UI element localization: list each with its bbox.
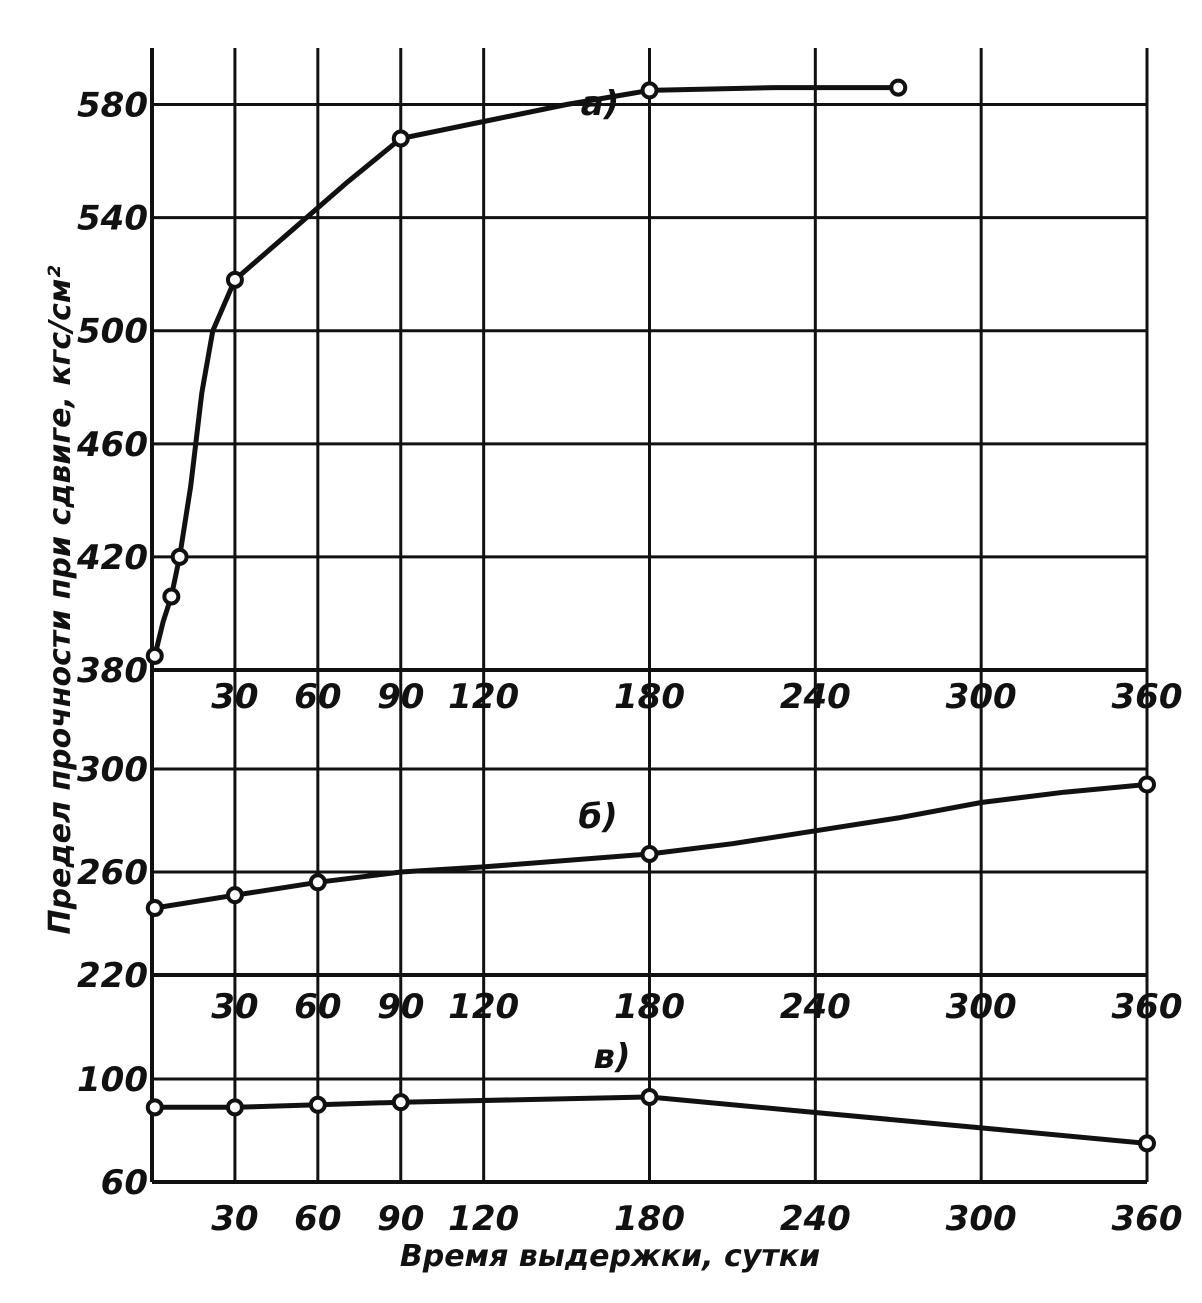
x-tick-label: 180 bbox=[614, 1199, 685, 1239]
y-tick-label: 260 bbox=[77, 853, 148, 893]
data-point bbox=[308, 1095, 327, 1114]
x-tick-label: 300 bbox=[946, 677, 1017, 717]
series-layer bbox=[145, 78, 1156, 1153]
x-tick-label: 30 bbox=[211, 677, 258, 717]
data-point bbox=[1138, 1134, 1156, 1153]
x-tick-label: 60 bbox=[294, 1199, 341, 1239]
x-tick-label: 240 bbox=[780, 1199, 851, 1239]
data-point bbox=[640, 1088, 659, 1107]
series-label: в) bbox=[593, 1037, 630, 1077]
x-axis-title: Время выдержки, сутки bbox=[400, 1239, 820, 1274]
x-tick-label: 360 bbox=[1112, 677, 1183, 717]
y-tick-label: 580 bbox=[77, 86, 148, 126]
series-label: а) bbox=[581, 84, 619, 124]
x-tick-label: 240 bbox=[780, 987, 851, 1027]
data-point bbox=[170, 547, 189, 566]
label-layer: 380 420 460 500 540 580 30 60 90 120 180 240 300 360 а… bbox=[76, 84, 1182, 1239]
data-point bbox=[145, 646, 164, 665]
x-tick-label: 30 bbox=[211, 1199, 258, 1239]
y-tick-label: 300 bbox=[77, 750, 148, 790]
x-tick-label: 360 bbox=[1112, 1199, 1183, 1239]
x-tick-label: 90 bbox=[377, 1199, 424, 1239]
y-tick-label: 380 bbox=[77, 651, 148, 691]
data-point bbox=[145, 1098, 164, 1117]
x-tick-label: 300 bbox=[946, 987, 1017, 1027]
y-tick-label: 420 bbox=[76, 538, 148, 578]
axis-layer bbox=[150, 48, 1147, 1184]
x-tick-label: 60 bbox=[294, 987, 341, 1027]
data-point bbox=[391, 129, 410, 148]
data-point bbox=[225, 886, 244, 905]
x-tick-label: 240 bbox=[780, 677, 851, 717]
data-point bbox=[1138, 775, 1156, 794]
x-tick-label: 180 bbox=[614, 677, 685, 717]
x-tick-label: 120 bbox=[448, 677, 519, 717]
y-tick-label: 540 bbox=[77, 199, 148, 239]
data-point bbox=[225, 270, 244, 289]
x-tick-label: 90 bbox=[377, 987, 424, 1027]
data-point bbox=[889, 78, 908, 97]
series-line bbox=[152, 1094, 1150, 1146]
series-line bbox=[152, 85, 901, 659]
y-tick-label: 220 bbox=[77, 956, 148, 996]
data-point bbox=[640, 844, 659, 863]
data-point bbox=[145, 899, 164, 918]
series-line bbox=[152, 782, 1150, 911]
x-tick-label: 120 bbox=[448, 1199, 519, 1239]
data-point bbox=[640, 81, 659, 100]
series-label: б) bbox=[578, 797, 617, 837]
y-tick-label: 100 bbox=[77, 1060, 148, 1100]
x-tick-label: 90 bbox=[377, 677, 424, 717]
x-tick-label: 120 bbox=[448, 987, 519, 1027]
data-point bbox=[308, 873, 327, 892]
y-tick-label: 60 bbox=[101, 1163, 148, 1203]
data-point bbox=[162, 587, 181, 606]
y-tick-label: 500 bbox=[77, 312, 148, 352]
x-tick-label: 300 bbox=[946, 1199, 1017, 1239]
x-tick-label: 30 bbox=[211, 987, 258, 1027]
x-tick-label: 180 bbox=[614, 987, 685, 1027]
x-tick-label: 360 bbox=[1112, 987, 1183, 1027]
data-point bbox=[225, 1098, 244, 1117]
y-axis-title: Предел прочности при сдвиге, кгс/см² bbox=[43, 265, 78, 934]
y-tick-label: 460 bbox=[76, 425, 148, 465]
x-tick-label: 60 bbox=[294, 677, 341, 717]
data-point bbox=[391, 1093, 410, 1112]
